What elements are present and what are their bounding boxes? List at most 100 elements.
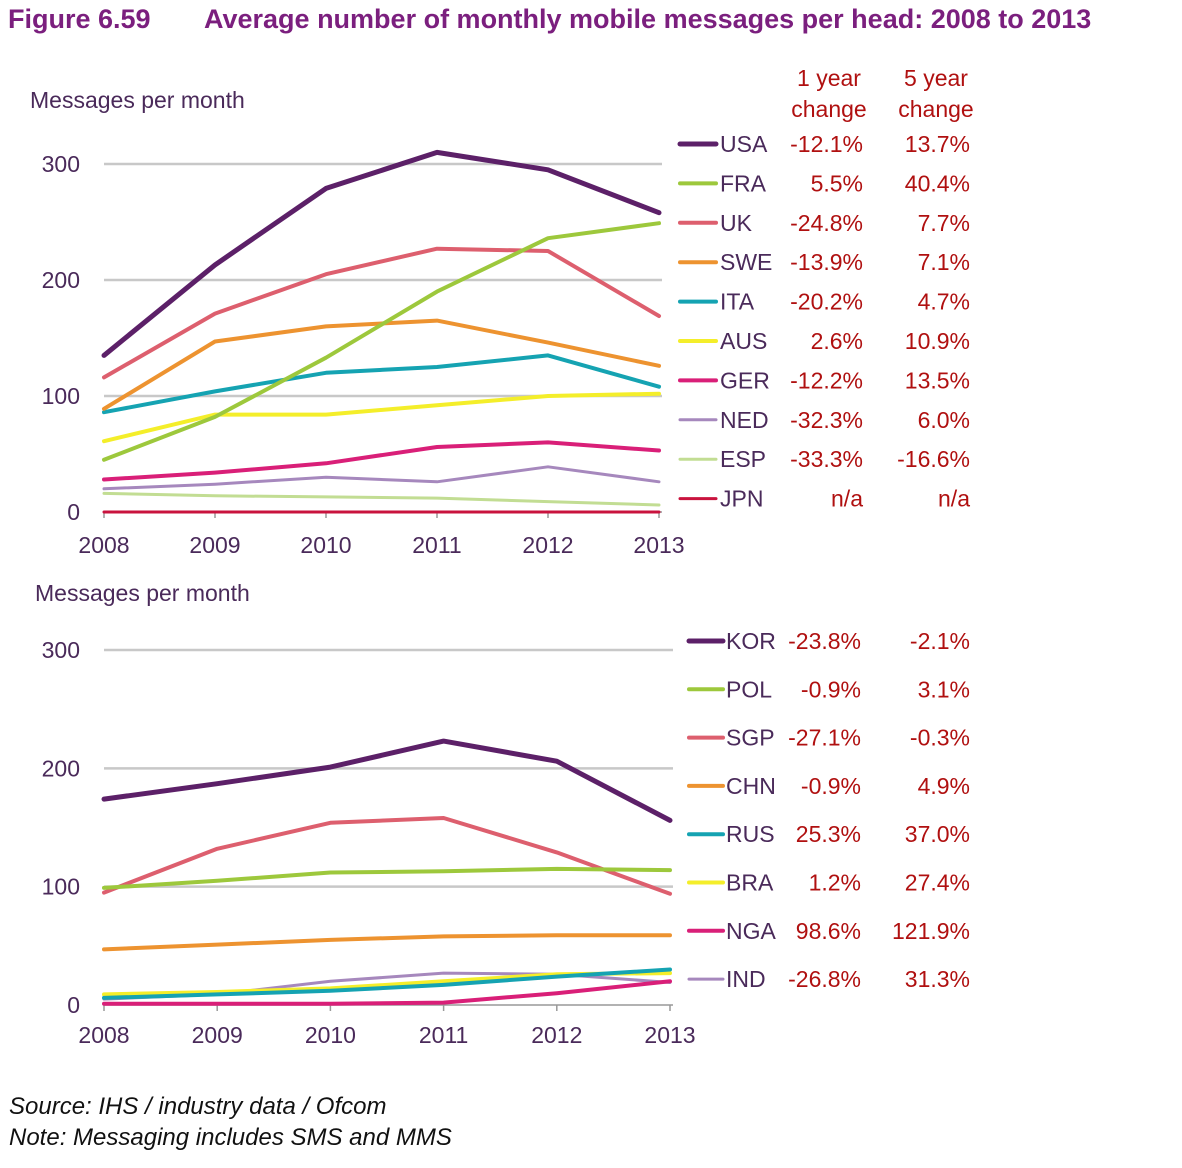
- x-tick-label-bottom-2012: 2012: [531, 1022, 582, 1048]
- legend-item-sgp: SGP -27.1% -0.3%: [687, 725, 970, 751]
- series-line-fra: [102, 221, 661, 462]
- series-line-pol: [102, 866, 672, 890]
- y-tick-label-top-200: 200: [42, 267, 80, 293]
- figure-title-text: Average number of monthly mobile message…: [204, 4, 1092, 34]
- five-year-change-bra: 27.4%: [905, 870, 970, 896]
- five-year-change-fra: 40.4%: [905, 170, 970, 196]
- chart-top-svg: Messages per month 0 100 200 300 2008 2009 2010…: [30, 65, 974, 558]
- legend-name-chn: CHN: [726, 773, 776, 799]
- series-line-ita: [102, 353, 661, 415]
- five-year-change-jpn: n/a: [938, 486, 970, 512]
- messaging-note: Note: Messaging includes SMS and MMS: [9, 1124, 452, 1151]
- y-tick-label-bottom-100: 100: [42, 874, 80, 900]
- one-year-change-ind: -26.8%: [788, 966, 861, 992]
- series-line-rus: [102, 967, 672, 1000]
- one-year-change-chn: -0.9%: [801, 773, 861, 799]
- legend-item-esp: ESP -33.3% -16.6%: [678, 446, 970, 472]
- legend-item-nga: NGA 98.6% 121.9%: [687, 918, 970, 944]
- chart-bottom: Messages per month 0 100 200 300 2008 2009 2010…: [0, 570, 1182, 1070]
- legend-name-ita: ITA: [720, 289, 755, 315]
- header-one-year-line2: change: [791, 96, 866, 122]
- legend-name-ned: NED: [720, 407, 769, 433]
- legend-item-swe: SWE -13.9% 7.1%: [678, 249, 970, 275]
- legend-name-ind: IND: [726, 966, 766, 992]
- series-line-sgp: [102, 816, 672, 896]
- five-year-change-kor: -2.1%: [910, 628, 970, 654]
- one-year-change-kor: -23.8%: [788, 628, 861, 654]
- y-axis-label-top: Messages per month: [30, 87, 245, 113]
- legend-item-ned: NED -32.3% 6.0%: [678, 407, 970, 433]
- one-year-change-fra: 5.5%: [811, 170, 863, 196]
- figure-title: Figure 6.59 Average number of monthly mob…: [8, 4, 1178, 40]
- legend-headers: 1 year change 5 year change: [791, 65, 973, 122]
- x-tick-label-top-2013: 2013: [633, 532, 684, 558]
- y-tick-label-top-0: 0: [67, 499, 80, 525]
- legend-name-jpn: JPN: [720, 486, 763, 512]
- legend-name-swe: SWE: [720, 249, 772, 275]
- legend-name-sgp: SGP: [726, 725, 775, 751]
- one-year-change-sgp: -27.1%: [788, 725, 861, 751]
- x-tick-label-bottom-2011: 2011: [419, 1022, 468, 1048]
- x-tick-label-top-2011: 2011: [412, 532, 461, 558]
- legend-item-pol: POL -0.9% 3.1%: [687, 676, 970, 702]
- x-tick-label-top-2010: 2010: [300, 532, 351, 558]
- chart-top: Messages per month 0 100 200 300 2008 2009 2010…: [0, 50, 1182, 560]
- one-year-change-pol: -0.9%: [801, 676, 861, 702]
- one-year-change-ita: -20.2%: [790, 289, 863, 315]
- x-tick-label-top-2012: 2012: [522, 532, 573, 558]
- legend-item-kor: KOR -23.8% -2.1%: [686, 628, 970, 654]
- header-one-year-line1: 1 year: [797, 65, 861, 91]
- y-tick-label-bottom-200: 200: [42, 755, 80, 781]
- one-year-change-jpn: n/a: [831, 486, 863, 512]
- x-tick-label-bottom-2009: 2009: [192, 1022, 243, 1048]
- one-year-change-usa: -12.1%: [790, 131, 863, 157]
- legend-name-rus: RUS: [726, 821, 775, 847]
- legend-name-uk: UK: [720, 210, 753, 236]
- series-line-chn: [102, 933, 672, 952]
- legend-item-jpn: JPN n/a n/a: [678, 486, 970, 512]
- five-year-change-ita: 4.7%: [918, 289, 970, 315]
- series-line-nga: [102, 979, 672, 1006]
- legend-name-ger: GER: [720, 367, 770, 393]
- one-year-change-bra: 1.2%: [809, 870, 861, 896]
- one-year-change-ger: -12.2%: [790, 367, 863, 393]
- five-year-change-esp: -16.6%: [897, 446, 970, 472]
- legend-name-bra: BRA: [726, 870, 774, 896]
- legend-name-usa: USA: [720, 131, 768, 157]
- figure-number: Figure 6.59: [8, 4, 151, 34]
- one-year-change-swe: -13.9%: [790, 249, 863, 275]
- series-line-uk: [102, 246, 661, 380]
- five-year-change-swe: 7.1%: [918, 249, 970, 275]
- legend-name-nga: NGA: [726, 918, 777, 944]
- x-tick-label-bottom-2013: 2013: [644, 1022, 695, 1048]
- legend-item-ita: ITA -20.2% 4.7%: [678, 289, 970, 315]
- one-year-change-uk: -24.8%: [790, 210, 863, 236]
- five-year-change-ger: 13.5%: [905, 367, 970, 393]
- header-five-year-line1: 5 year: [904, 65, 968, 91]
- legend-item-chn: CHN -0.9% 4.9%: [687, 773, 970, 799]
- legend-name-esp: ESP: [720, 446, 766, 472]
- legend-item-ind: IND -26.8% 31.3%: [687, 966, 970, 992]
- five-year-change-usa: 13.7%: [905, 131, 970, 157]
- five-year-change-ned: 6.0%: [918, 407, 970, 433]
- x-tick-label-bottom-2010: 2010: [305, 1022, 356, 1048]
- y-tick-label-bottom-0: 0: [67, 992, 80, 1018]
- x-tick-label-top-2009: 2009: [189, 532, 240, 558]
- legend-name-aus: AUS: [720, 328, 767, 354]
- five-year-change-sgp: -0.3%: [910, 725, 970, 751]
- legend-name-kor: KOR: [726, 628, 776, 654]
- five-year-change-chn: 4.9%: [918, 773, 970, 799]
- legend-item-rus: RUS 25.3% 37.0%: [687, 821, 970, 847]
- legend-item-ger: GER -12.2% 13.5%: [678, 367, 970, 393]
- legend-item-usa: USA -12.1% 13.7%: [677, 131, 970, 157]
- series-line-kor: [101, 738, 673, 823]
- series-line-aus: [102, 391, 661, 444]
- legend-name-fra: FRA: [720, 170, 767, 196]
- five-year-change-aus: 10.9%: [905, 328, 970, 354]
- source-note: Source: IHS / industry data / Ofcom: [9, 1093, 387, 1120]
- header-five-year-line2: change: [898, 96, 973, 122]
- y-tick-label-top-100: 100: [42, 383, 80, 409]
- y-tick-label-top-300: 300: [42, 151, 80, 177]
- five-year-change-pol: 3.1%: [918, 676, 970, 702]
- series-line-ned: [102, 465, 661, 491]
